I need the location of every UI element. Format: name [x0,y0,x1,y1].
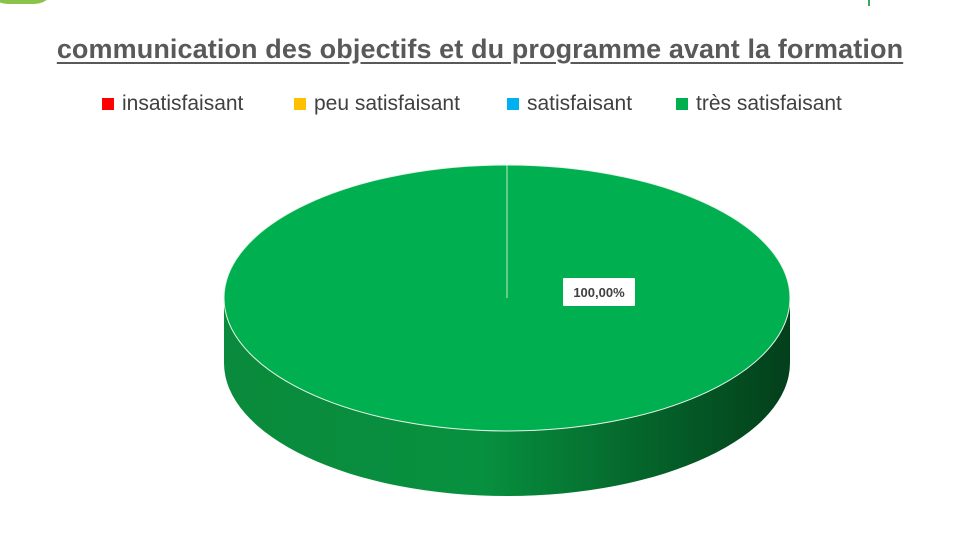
legend-item-satisfaisant: satisfaisant [507,92,632,116]
chart-title: communication des objectifs et du progra… [56,34,904,64]
legend-item-tres-satisfaisant: très satisfaisant [676,92,842,116]
legend-label: très satisfaisant [696,92,842,115]
legend-label: peu satisfaisant [314,92,460,115]
logo-fragment [0,0,56,4]
legend-swatch [294,98,306,110]
chart-legend: insatisfaisant peu satisfaisant satisfai… [0,92,960,122]
pie-side-wall [224,298,790,496]
legend-item-insatisfaisant: insatisfaisant [102,92,243,116]
legend-label: satisfaisant [527,92,633,115]
legend-item-peu-satisfaisant: peu satisfaisant [294,92,460,116]
data-label: 100,00% [563,278,635,306]
legend-swatch [507,98,519,110]
logo-fragment-right [868,0,870,6]
legend-label: insatisfaisant [122,92,244,115]
pie-top-edge [223,164,791,432]
legend-swatch [676,98,688,110]
legend-swatch [102,98,114,110]
